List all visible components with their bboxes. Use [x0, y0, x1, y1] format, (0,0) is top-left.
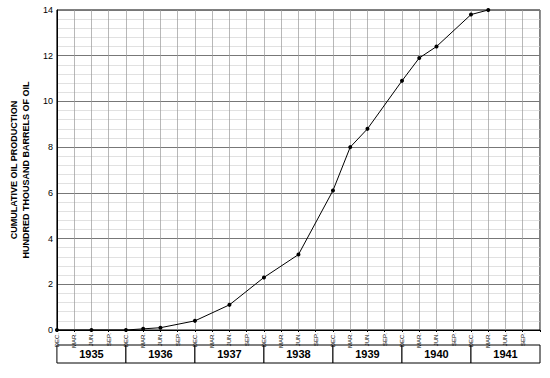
svg-text:CUMULATIVE OIL PRODUCTION: CUMULATIVE OIL PRODUCTION: [9, 101, 19, 240]
svg-text:10: 10: [43, 96, 53, 106]
svg-text:1938: 1938: [286, 348, 310, 360]
svg-text:1939: 1939: [355, 348, 379, 360]
svg-text:0: 0: [48, 325, 53, 335]
svg-text:JUN.: JUN.: [364, 333, 370, 347]
svg-text:MAR.: MAR.: [485, 333, 491, 348]
svg-text:MAR.: MAR.: [71, 333, 77, 348]
svg-text:1937: 1937: [217, 348, 241, 360]
svg-text:DEC.: DEC.: [261, 333, 267, 348]
svg-text:SEP.: SEP.: [175, 333, 181, 346]
svg-text:SEP.: SEP.: [106, 333, 112, 346]
svg-text:JUN.: JUN.: [502, 333, 508, 347]
svg-text:DEC.: DEC.: [330, 333, 336, 348]
svg-text:1941: 1941: [493, 348, 517, 360]
svg-text:MAR.: MAR.: [140, 333, 146, 348]
svg-text:JUN.: JUN.: [157, 333, 163, 347]
svg-text:MAR.: MAR.: [347, 333, 353, 348]
svg-text:14: 14: [43, 5, 53, 15]
svg-text:8: 8: [48, 142, 53, 152]
svg-text:1935: 1935: [79, 348, 103, 360]
svg-text:JUN.: JUN.: [226, 333, 232, 347]
svg-text:JUN.: JUN.: [88, 333, 94, 347]
svg-text:DEC.: DEC.: [468, 333, 474, 348]
svg-text:12: 12: [43, 51, 53, 61]
svg-text:2: 2: [48, 279, 53, 289]
svg-text:SEP.: SEP.: [244, 333, 250, 346]
svg-text:1936: 1936: [148, 348, 172, 360]
svg-text:6: 6: [48, 188, 53, 198]
svg-text:SEP.: SEP.: [520, 333, 526, 346]
svg-text:MAR.: MAR.: [416, 333, 422, 348]
svg-text:JUN.: JUN.: [295, 333, 301, 347]
svg-text:SEP.: SEP.: [382, 333, 388, 346]
svg-text:SEP.: SEP.: [313, 333, 319, 346]
svg-text:JUN.: JUN.: [433, 333, 439, 347]
svg-text:MAR.: MAR.: [209, 333, 215, 348]
svg-text:DEC.: DEC.: [54, 333, 60, 348]
svg-text:MAR.: MAR.: [278, 333, 284, 348]
svg-text:HUNDRED THOUSAND BARRELS OF OI: HUNDRED THOUSAND BARRELS OF OIL: [21, 81, 31, 259]
svg-text:DEC.: DEC.: [399, 333, 405, 348]
svg-text:DEC.: DEC.: [192, 333, 198, 348]
svg-text:SEP.: SEP.: [451, 333, 457, 346]
svg-text:1940: 1940: [424, 348, 448, 360]
svg-text:4: 4: [48, 234, 53, 244]
svg-text:DEC.: DEC.: [123, 333, 129, 348]
